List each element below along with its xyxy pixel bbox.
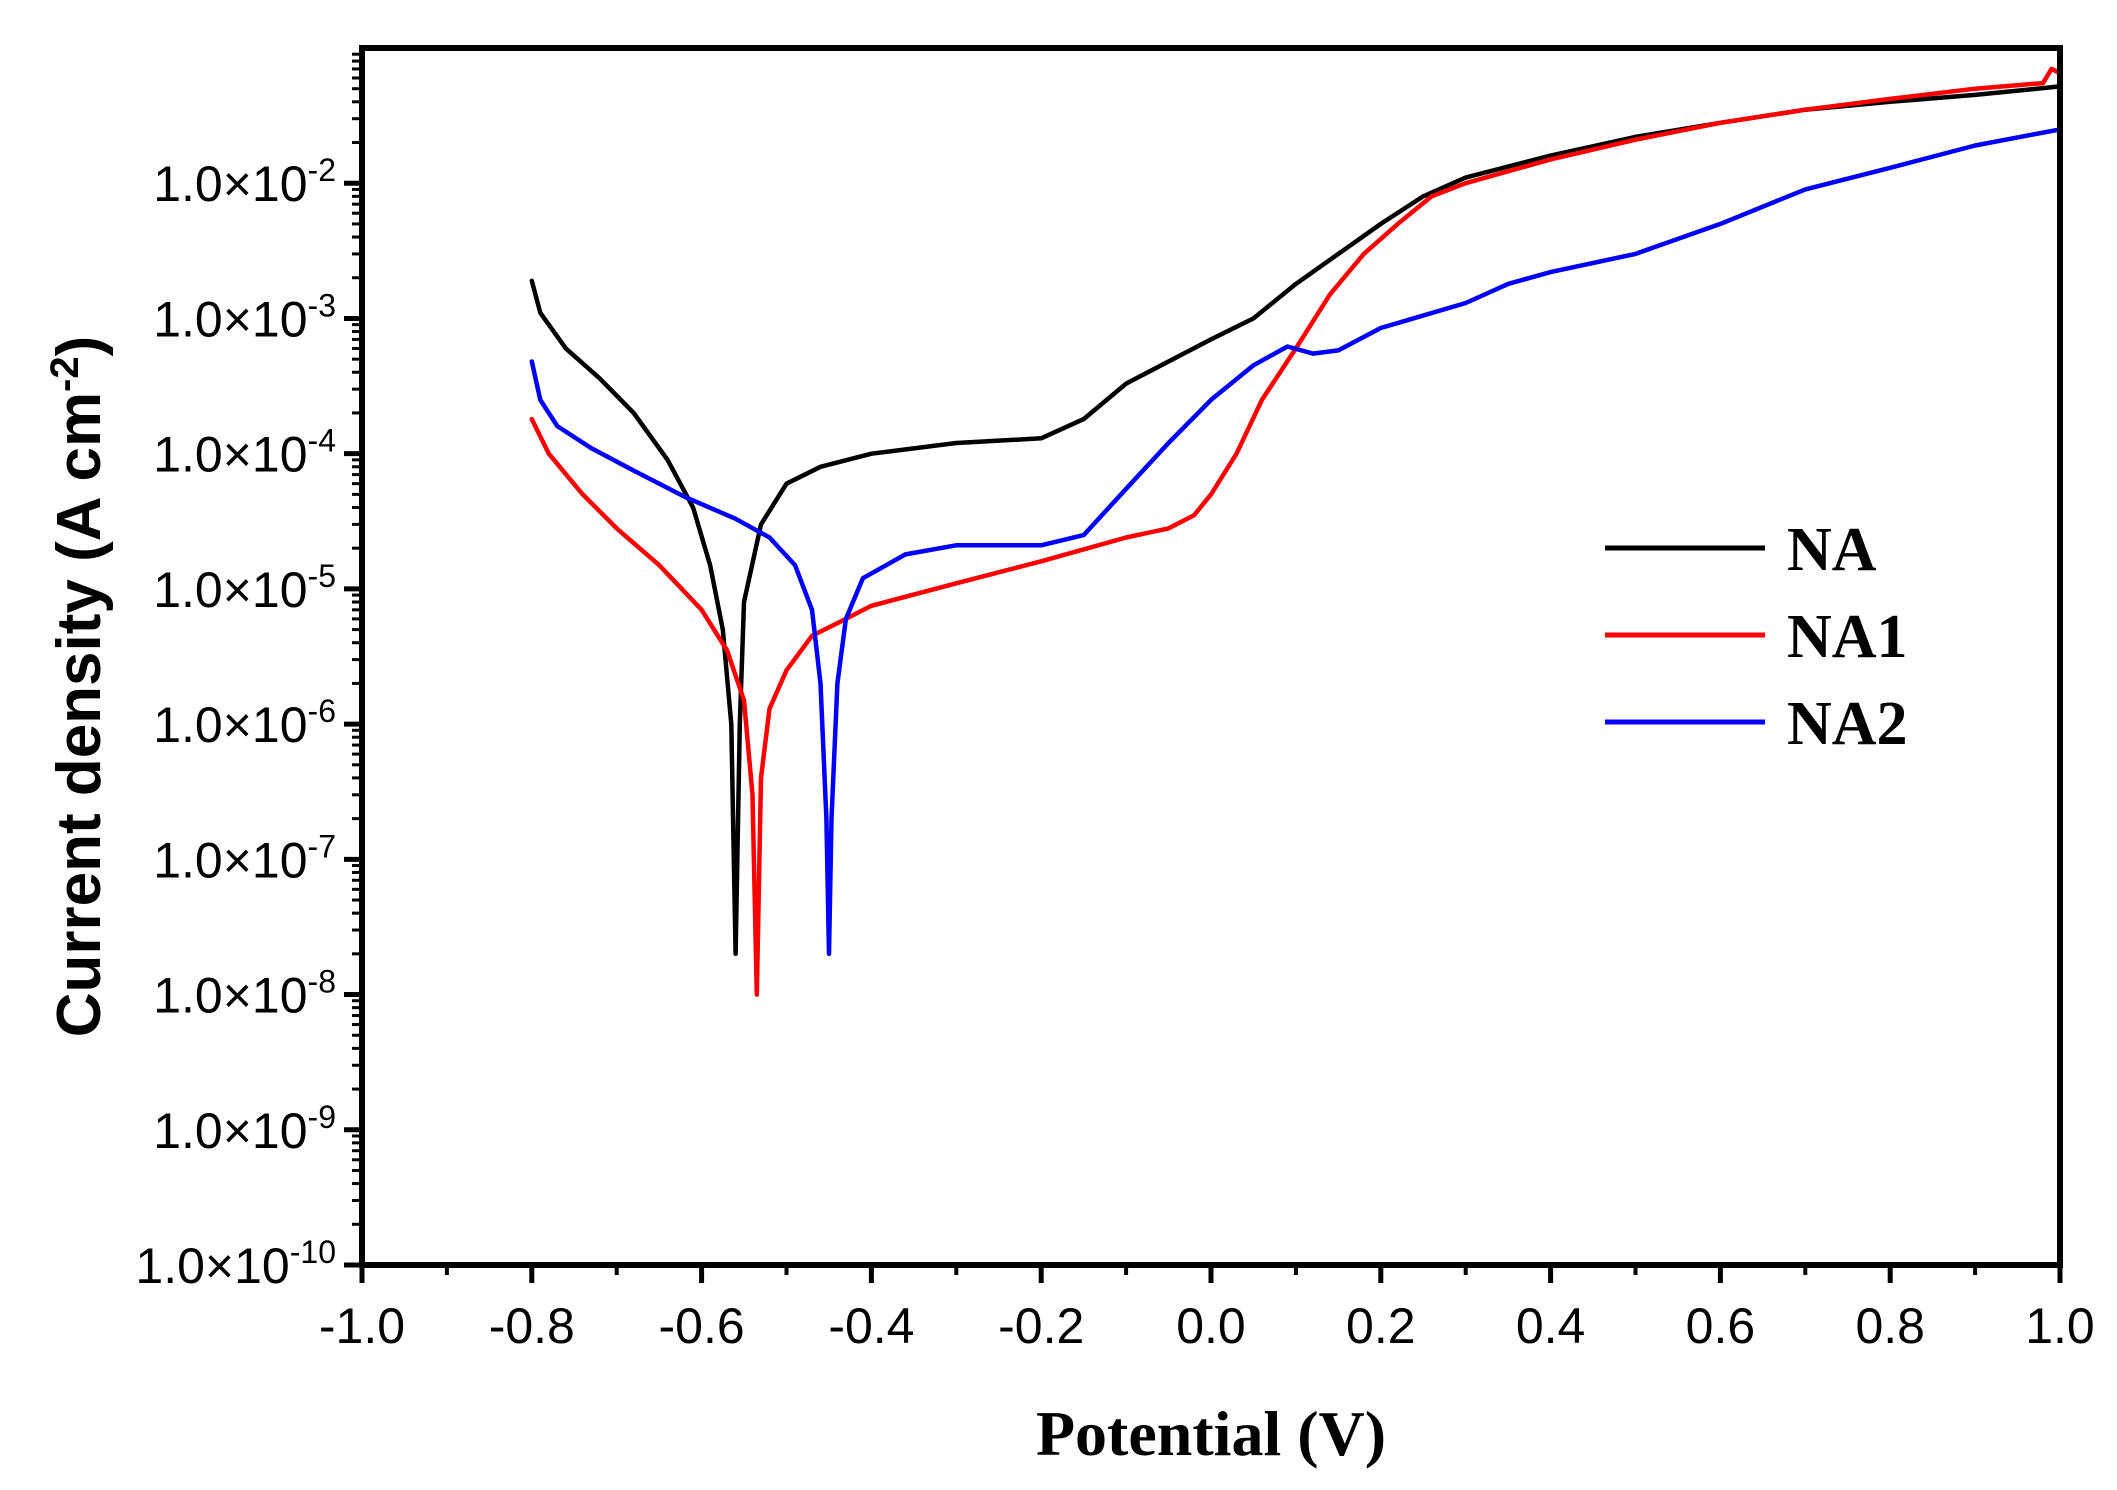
series-line-na1 [529,66,2060,997]
y-tick-label: 1.0×10-10 [135,1234,336,1294]
y-tick-mantissa: 1.0×10 [135,1238,289,1294]
y-tick-mantissa: 1.0×10 [153,697,307,753]
legend: NA NA1 NA2 [1605,516,1908,758]
x-tick-label: -0.8 [489,1298,575,1354]
series-line-na2 [529,127,2060,957]
y-tick-exponent: -9 [308,1099,336,1135]
y-tick-label: 1.0×10-2 [153,152,336,212]
y-axis-title-sup: -2 [43,356,87,392]
y-tick-exponent: -6 [308,693,336,729]
y-tick-mantissa: 1.0×10 [153,156,307,212]
x-tick-label: 0.2 [1346,1298,1416,1354]
y-tick-mantissa: 1.0×10 [153,1103,307,1159]
x-tick-label: 0.4 [1516,1298,1586,1354]
x-tick-label: 1.0 [2025,1298,2095,1354]
y-tick-label: 1.0×10-7 [153,828,336,888]
y-tick-label: 1.0×10-3 [153,287,336,347]
x-axis-title: Potential (V) [1036,1398,1386,1469]
series-layer [529,66,2060,997]
y-tick-mantissa: 1.0×10 [153,562,307,618]
y-tick-exponent: -7 [308,828,336,864]
y-tick-exponent: -10 [290,1234,336,1270]
y-tick-exponent: -3 [308,287,336,323]
y-axis-title-end: ) [45,336,114,357]
y-tick-exponent: -4 [308,423,336,459]
y-tick-label: 1.0×10-8 [153,964,336,1024]
x-tick-label: -0.4 [828,1298,914,1354]
y-tick-exponent: -8 [308,964,336,1000]
y-tick-label: 1.0×10-6 [153,693,336,753]
legend-label-na1: NA1 [1787,603,1908,671]
y-axis-title: Current density (A cm-2) [43,336,114,1038]
x-tick-label: -1.0 [319,1298,405,1354]
x-tick-label: -0.6 [659,1298,745,1354]
x-tick-label: 0.0 [1176,1298,1246,1354]
y-axis-title-main: Current density (A cm [45,392,114,1037]
y-tick-mantissa: 1.0×10 [153,291,307,347]
y-tick-mantissa: 1.0×10 [153,968,307,1024]
x-tick-label: 0.8 [1855,1298,1925,1354]
ticks-layer: -1.0 -0.8 -0.6 -0.4 -0.2 0.0 0.2 0.4 0.6 0.8 1.0 1.… [135,52,2095,1354]
x-tick-label: -0.2 [998,1298,1084,1354]
y-tick-exponent: -2 [308,152,336,188]
legend-label-na2: NA2 [1787,690,1908,758]
x-tick-label: 0.6 [1686,1298,1756,1354]
y-tick-exponent: -5 [308,558,336,594]
y-tick-label: 1.0×10-4 [153,423,336,483]
legend-label-na: NA [1787,516,1877,584]
y-tick-label: 1.0×10-5 [153,558,336,618]
y-tick-mantissa: 1.0×10 [153,427,307,483]
y-tick-label: 1.0×10-9 [153,1099,336,1159]
y-tick-mantissa: 1.0×10 [153,832,307,888]
